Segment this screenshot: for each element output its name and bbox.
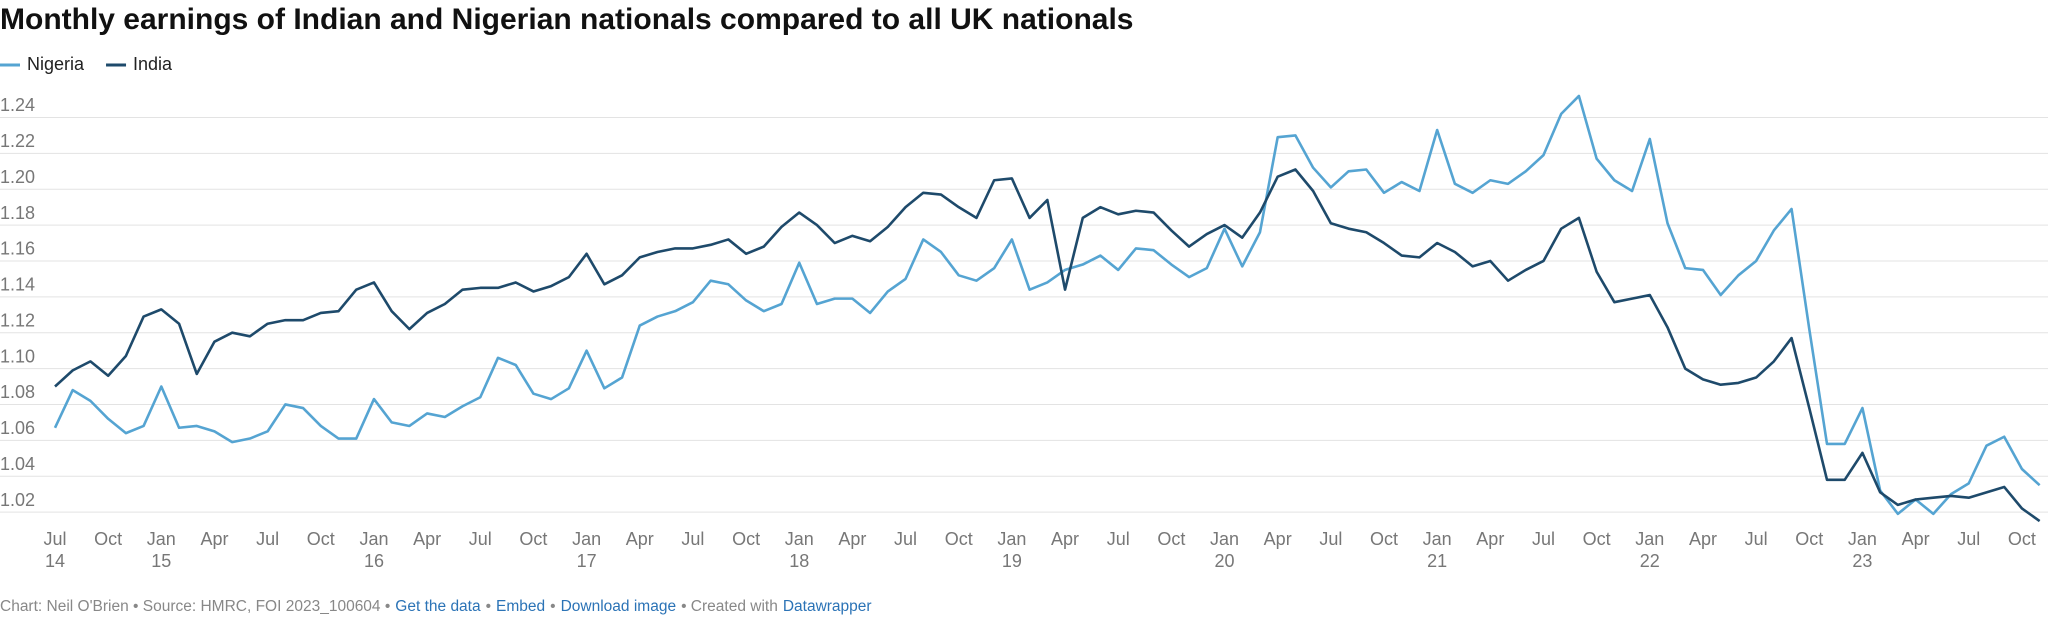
x-tick-label: Jan	[1635, 529, 1664, 549]
footer-text: •	[485, 598, 492, 615]
x-tick-label: Oct	[519, 529, 547, 549]
x-tick-label: Jan	[785, 529, 814, 549]
x-tick-label: Oct	[1157, 529, 1185, 549]
x-tick-year: 23	[1852, 551, 1872, 571]
x-tick-label: Jul	[1957, 529, 1980, 549]
x-tick-year: 15	[151, 551, 171, 571]
footer: Chart: Neil O'Brien • Source: HMRC, FOI …	[0, 598, 877, 616]
footer-text: •	[550, 598, 556, 615]
x-tick-label: Apr	[200, 529, 228, 549]
x-tick-label: Oct	[1795, 529, 1823, 549]
y-tick-label: 1.14	[0, 275, 35, 295]
x-tick-label: Apr	[1689, 529, 1717, 549]
x-tick-label: Apr	[413, 529, 441, 549]
x-tick-label: Apr	[1264, 529, 1292, 549]
x-tick-label: Jan	[1848, 529, 1877, 549]
y-tick-label: 1.18	[0, 203, 35, 223]
y-tick-label: 1.12	[0, 310, 35, 330]
footer-text: • Created with	[681, 598, 778, 615]
x-tick-label: Oct	[94, 529, 122, 549]
x-tick-year: 20	[1215, 551, 1235, 571]
x-tick-label: Apr	[1476, 529, 1504, 549]
x-tick-label: Oct	[1370, 529, 1398, 549]
y-tick-label: 1.06	[0, 418, 35, 438]
x-tick-year: 16	[364, 551, 384, 571]
x-tick-label: Apr	[838, 529, 866, 549]
x-tick-label: Apr	[626, 529, 654, 549]
legend-label: India	[133, 54, 173, 74]
footer-link[interactable]: Download image	[560, 598, 677, 615]
legend-label: Nigeria	[27, 54, 85, 74]
chart: Monthly earnings of Indian and Nigerian …	[0, 3, 2048, 571]
x-tick-label: Jul	[1319, 529, 1342, 549]
footer-text: Chart: Neil O'Brien • Source: HMRC, FOI …	[0, 598, 391, 615]
footer-link[interactable]: Datawrapper	[782, 598, 872, 615]
x-tick-label: Jul	[681, 529, 704, 549]
x-tick-label: Jul	[1532, 529, 1555, 549]
x-tick-label: Jul	[469, 529, 492, 549]
y-tick-label: 1.22	[0, 131, 35, 151]
x-tick-year: 19	[1002, 551, 1022, 571]
series-line	[53, 94, 2041, 516]
series-line	[54, 168, 2041, 523]
x-tick-label: Jul	[1107, 529, 1130, 549]
x-tick-label: Jan	[359, 529, 388, 549]
y-tick-label: 1.20	[0, 167, 35, 187]
x-tick-label: Oct	[945, 529, 973, 549]
x-tick-year: 21	[1427, 551, 1447, 571]
y-tick-label: 1.16	[0, 239, 35, 259]
x-tick-year: 14	[45, 551, 65, 571]
y-tick-label: 1.02	[0, 490, 35, 510]
x-tick-label: Jan	[997, 529, 1026, 549]
footer-link[interactable]: Embed	[496, 598, 546, 615]
footer-link[interactable]: Get the data	[395, 598, 481, 615]
x-tick-label: Jan	[1423, 529, 1452, 549]
x-tick-label: Apr	[1902, 529, 1930, 549]
x-tick-label: Jan	[1210, 529, 1239, 549]
x-tick-year: 17	[577, 551, 597, 571]
x-tick-year: 22	[1640, 551, 1660, 571]
x-tick-label: Jan	[572, 529, 601, 549]
x-tick-label: Jul	[1745, 529, 1768, 549]
x-tick-label: Oct	[2008, 529, 2036, 549]
chart-title: Monthly earnings of Indian and Nigerian …	[0, 3, 1133, 36]
y-tick-label: 1.24	[0, 95, 35, 115]
x-tick-label: Oct	[307, 529, 335, 549]
x-tick-label: Jan	[147, 529, 176, 549]
y-tick-label: 1.10	[0, 346, 35, 366]
x-tick-label: Jul	[894, 529, 917, 549]
x-tick-label: Jul	[256, 529, 279, 549]
x-tick-label: Apr	[1051, 529, 1079, 549]
x-tick-label: Oct	[732, 529, 760, 549]
x-tick-year: 18	[789, 551, 809, 571]
y-tick-label: 1.08	[0, 382, 35, 402]
x-tick-label: Jul	[43, 529, 66, 549]
y-tick-label: 1.04	[0, 454, 35, 474]
x-tick-label: Oct	[1583, 529, 1611, 549]
